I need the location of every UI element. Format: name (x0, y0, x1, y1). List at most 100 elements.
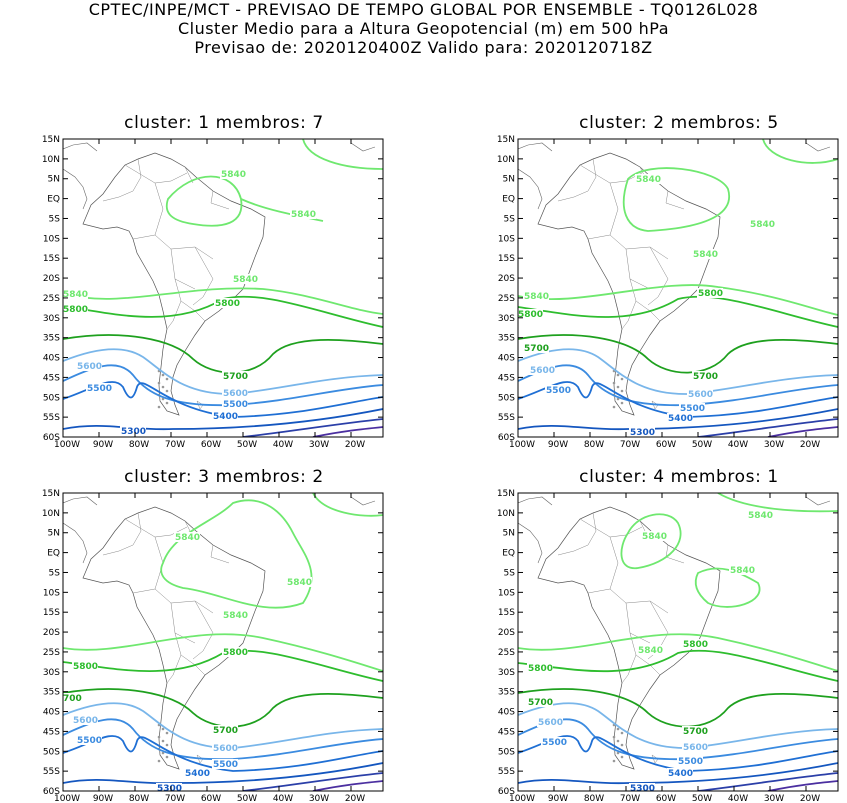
lat-label: 15N (42, 489, 60, 499)
contour-label-bg (212, 743, 238, 753)
country-border (621, 248, 637, 330)
lat-label: 15S (43, 608, 60, 618)
lat-label: 35S (43, 334, 60, 344)
island-mark (161, 727, 165, 731)
contour-label-bg (63, 693, 82, 703)
map-frame (517, 492, 839, 792)
contour-5100 (767, 780, 838, 791)
country-border (174, 278, 196, 290)
lon-label: 60W (656, 440, 676, 450)
header-line-1: CPTEC/INPE/MCT - PREVISAO DE TEMPO GLOBA… (88, 0, 759, 19)
contour-label: 5500 (678, 757, 703, 767)
contour-label-bg (156, 783, 182, 791)
contour-5840 (717, 493, 838, 513)
lat-label: 60S (498, 787, 515, 797)
header-line-3: Previsao de: 2020120400Z Valido para: 20… (194, 38, 653, 57)
lat-label: 55S (43, 767, 60, 777)
lon-label: 90W (548, 440, 568, 450)
lat-label: 15S (498, 608, 515, 618)
contour-label: 5840 (748, 511, 773, 521)
contour-label-bg (682, 639, 708, 649)
island-mark (157, 381, 161, 385)
contour-label-bg (220, 169, 246, 179)
lon-label: 100W (509, 440, 535, 450)
contour-5600 (63, 348, 383, 395)
island-mark (620, 731, 624, 735)
lat-label: EQ (47, 195, 60, 205)
contour-label: 5400 (213, 412, 238, 422)
lon-label: 100W (509, 794, 535, 803)
lon-label: 50W (692, 440, 712, 450)
lat-label: 60S (498, 433, 515, 443)
contour-5500 (518, 364, 838, 407)
contour-label-bg (692, 249, 718, 259)
panel-title-3: cluster: 3 membros: 2 (124, 467, 324, 487)
africa-coast (350, 142, 376, 152)
lon-label: 70W (620, 794, 640, 803)
lon-label: 60W (656, 794, 676, 803)
lon-label: 30W (764, 794, 784, 803)
lon-label: 90W (93, 440, 113, 450)
contour-label-bg (518, 309, 543, 319)
contour-label: 5840 (638, 646, 663, 656)
contour-label-bg (222, 647, 248, 657)
country-border (210, 190, 230, 210)
island-mark (612, 405, 616, 409)
contour-label-bg (641, 531, 667, 541)
island-mark (616, 751, 620, 755)
contour-label: 5700 (528, 698, 553, 708)
lon-label: 50W (237, 794, 257, 803)
contour-label: 5840 (221, 170, 246, 180)
lat-label: 10N (42, 509, 60, 519)
lat-label: 20S (43, 628, 60, 638)
contour-5840 (762, 139, 838, 164)
contour-label-bg (747, 510, 773, 520)
lat-label: 45S (43, 373, 60, 383)
lat-label: 25S (498, 294, 515, 304)
lon-label: 20W (800, 440, 820, 450)
country-border (557, 512, 597, 556)
lat-label: 10S (498, 588, 515, 598)
lat-label: 15N (42, 135, 60, 145)
lat-label: 35S (498, 334, 515, 344)
contour-label-bg (232, 274, 258, 284)
map-panel-2: 5840 5840 5840 5840 5800 5800 5700 5700 5600 5600… (497, 135, 839, 450)
contour-label-bg (692, 371, 718, 381)
lat-label: 15S (498, 254, 515, 264)
contour-label-bg (697, 288, 723, 298)
country-border (629, 278, 651, 290)
country-border (579, 164, 643, 184)
contour-5840 (160, 499, 313, 609)
lat-label: EQ (47, 549, 60, 559)
lat-label: 40S (43, 708, 60, 718)
contour-label-bg (222, 610, 248, 620)
lat-label: 35S (498, 688, 515, 698)
lon-label: 80W (584, 440, 604, 450)
contour-5700 (63, 688, 383, 728)
lon-label: 90W (93, 794, 113, 803)
contour-label-bg (729, 565, 755, 575)
island-mark (616, 739, 620, 743)
country-border (166, 248, 182, 330)
lat-label: 30S (498, 314, 515, 324)
contour-label: 5500 (546, 386, 571, 396)
lat-label: 45S (498, 373, 515, 383)
island-mark (157, 405, 161, 409)
island-mark (165, 389, 169, 393)
lon-label: 70W (165, 440, 185, 450)
country-border (192, 600, 214, 660)
island-mark (616, 727, 620, 731)
lat-label: 50S (43, 393, 60, 403)
contour-label: 5600 (683, 743, 708, 753)
lat-label: 5N (48, 529, 60, 539)
island-mark (165, 377, 169, 381)
lon-label: 80W (129, 440, 149, 450)
island-mark (161, 751, 165, 755)
header-line-2: Cluster Medio para a Altura Geopotencial… (177, 19, 670, 38)
lat-label: 10N (42, 155, 60, 165)
contour-5100 (312, 780, 383, 791)
contour-label: 5500 (680, 404, 705, 414)
contour-5300 (518, 762, 838, 785)
contour-label: 5300 (630, 784, 655, 794)
contour-label: 5840 (750, 220, 775, 230)
